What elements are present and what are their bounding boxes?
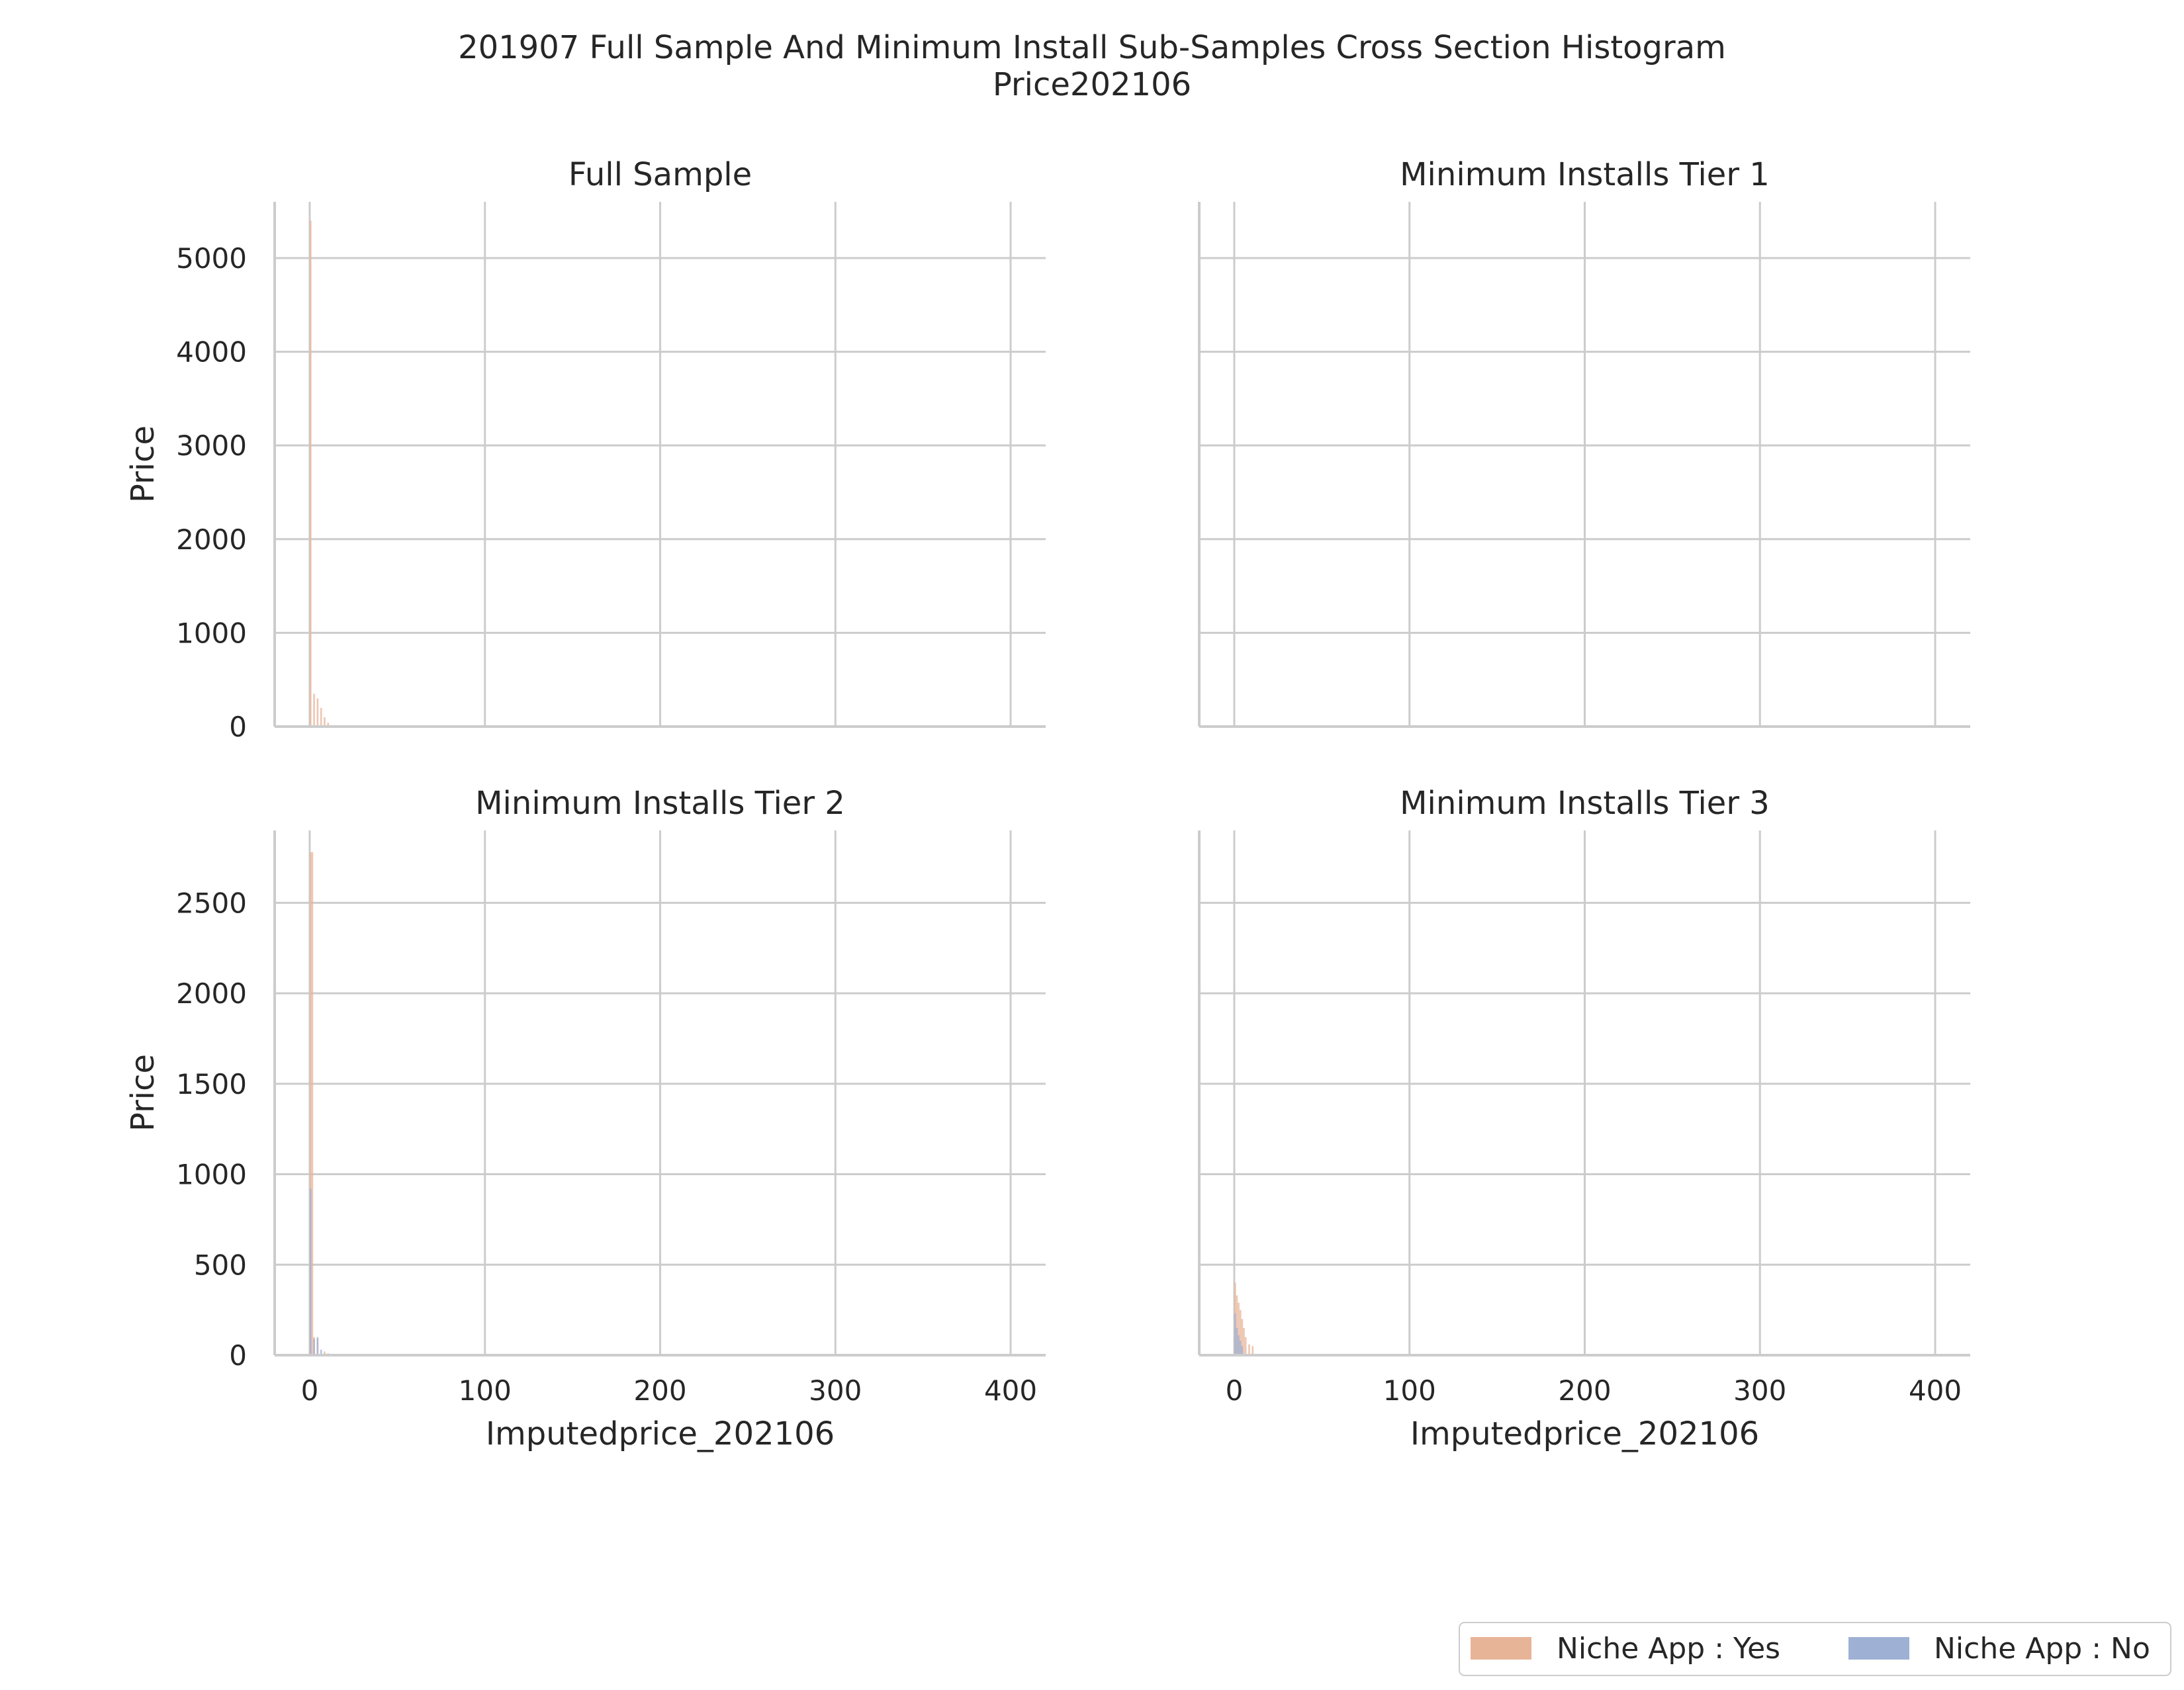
panel-title: Minimum Installs Tier 1 bbox=[1400, 156, 1770, 193]
histogram-bar bbox=[320, 1349, 322, 1355]
panel-title: Minimum Installs Tier 3 bbox=[1400, 785, 1770, 822]
histogram-bar bbox=[324, 717, 326, 727]
histogram-bar bbox=[1239, 1341, 1242, 1355]
legend-swatch-no bbox=[1848, 1637, 1909, 1660]
histogram-bar bbox=[1239, 1310, 1242, 1355]
legend-swatch-yes bbox=[1471, 1637, 1531, 1660]
histogram-bar bbox=[324, 1351, 326, 1355]
histogram-bar bbox=[320, 707, 322, 727]
x-tick-label: 200 bbox=[633, 1374, 686, 1407]
y-tick-label: 4000 bbox=[176, 336, 247, 369]
y-tick-label: 0 bbox=[229, 711, 247, 743]
y-tick-label: 500 bbox=[194, 1249, 247, 1281]
x-tick-label: 300 bbox=[809, 1374, 862, 1407]
legend-label-no: Niche App : No bbox=[1934, 1632, 2150, 1666]
x-tick-label: 100 bbox=[1383, 1374, 1436, 1407]
histogram-bar bbox=[1238, 1335, 1240, 1355]
histogram-bar bbox=[1236, 1295, 1238, 1355]
legend-frame bbox=[1459, 1622, 2171, 1676]
figure-subtitle: Price202106 bbox=[993, 66, 1191, 103]
x-tick-label: 400 bbox=[1909, 1374, 1962, 1407]
y-tick-label: 3000 bbox=[176, 429, 247, 462]
panel-title: Full Sample bbox=[569, 156, 752, 193]
panel-title: Minimum Installs Tier 2 bbox=[475, 785, 845, 822]
x-axis-label: Imputedprice_202106 bbox=[1410, 1415, 1759, 1452]
panels-group: Full Sample010002000300040005000PriceMin… bbox=[124, 156, 1970, 1452]
histogram-bar bbox=[1241, 1346, 1244, 1355]
y-tick-label: 1000 bbox=[176, 1159, 247, 1191]
histogram-bar bbox=[1248, 1344, 1250, 1355]
histogram-bar bbox=[1251, 1346, 1254, 1355]
y-tick-label: 2000 bbox=[176, 977, 247, 1010]
x-tick-label: 400 bbox=[984, 1374, 1037, 1407]
histogram-bar bbox=[309, 852, 314, 1355]
y-tick-label: 5000 bbox=[176, 242, 247, 275]
histogram-bar bbox=[309, 1188, 312, 1355]
x-axis-label: Imputedprice_202106 bbox=[486, 1415, 835, 1452]
x-tick-label: 300 bbox=[1733, 1374, 1786, 1407]
y-tick-label: 2000 bbox=[176, 523, 247, 556]
histogram-bar bbox=[1243, 1327, 1245, 1355]
y-tick-label: 1500 bbox=[176, 1068, 247, 1100]
histogram-bar bbox=[1234, 1313, 1236, 1355]
histogram-bar bbox=[316, 1337, 319, 1355]
x-tick-label: 0 bbox=[301, 1374, 319, 1407]
legend: Niche App : Yes Niche App : No bbox=[1459, 1622, 2171, 1676]
histogram-bar bbox=[313, 693, 315, 727]
panel-4: Minimum Installs Tier 3 0 100 200 300 400 Impu… bbox=[1198, 785, 1970, 1452]
histogram-bar bbox=[1238, 1302, 1240, 1355]
histogram-bar bbox=[1244, 1337, 1247, 1355]
y-tick-label: 1000 bbox=[176, 617, 247, 649]
histogram-bar bbox=[1241, 1319, 1244, 1355]
panel-3: Minimum Installs Tier 205001000150020002… bbox=[124, 785, 1046, 1452]
y-axis-label: Price bbox=[124, 425, 161, 503]
y-axis-label: Price bbox=[124, 1054, 161, 1132]
y-tick-label: 2500 bbox=[176, 887, 247, 919]
histogram-bar bbox=[1236, 1327, 1238, 1355]
x-tick-label: 200 bbox=[1558, 1374, 1611, 1407]
panel-1: Full Sample 0 1000 2000 3000 4000 5000 Price bbox=[124, 156, 1046, 743]
x-tick-label: 0 bbox=[1226, 1374, 1244, 1407]
figure-title: 201907 Full Sample And Minimum Install S… bbox=[458, 29, 1726, 66]
histogram-bar bbox=[309, 220, 312, 727]
x-tick-label: 100 bbox=[459, 1374, 512, 1407]
histogram-bar bbox=[327, 723, 330, 727]
histogram-bar bbox=[316, 698, 319, 727]
panel-2: Minimum Installs Tier 1 bbox=[1198, 156, 1970, 728]
histogram-bar bbox=[313, 1339, 315, 1355]
y-tick-label: 0 bbox=[229, 1339, 247, 1372]
legend-label-yes: Niche App : Yes bbox=[1557, 1632, 1780, 1666]
